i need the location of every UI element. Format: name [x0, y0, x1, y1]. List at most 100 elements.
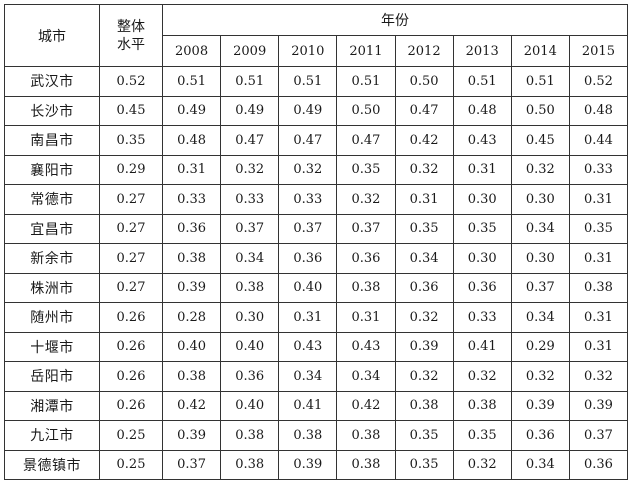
- year-value-cell: 0.42: [336, 390, 396, 421]
- year-value-cell: 0.38: [336, 449, 396, 480]
- overall-level-cell: 0.35: [99, 125, 163, 156]
- year-value-cell: 0.34: [278, 361, 338, 392]
- year-header-2010: 2010: [278, 35, 338, 67]
- city-name-cell: 常德市: [4, 184, 100, 215]
- city-name-cell: 景德镇市: [4, 449, 100, 480]
- year-value-cell: 0.51: [220, 66, 280, 97]
- year-value-cell: 0.51: [452, 66, 512, 97]
- city-name-cell: 南昌市: [4, 125, 100, 156]
- city-level-table: 城市 整体 水平 年份 2008 2009 2010 2011 2012 2013 2014…: [4, 4, 629, 480]
- year-value-cell: 0.49: [220, 95, 280, 126]
- year-value-cell: 0.38: [161, 243, 222, 274]
- table-row: 宜昌市 0.27 0.36 0.37 0.37 0.37 0.35 0.35 0.34 0.35: [4, 213, 629, 244]
- year-header-2015: 2015: [568, 35, 629, 67]
- year-value-cell: 0.29: [510, 331, 570, 362]
- year-header-2011: 2011: [336, 35, 396, 67]
- overall-level-cell: 0.27: [99, 272, 163, 303]
- year-value-cell: 0.30: [452, 243, 512, 274]
- overall-level-cell: 0.45: [99, 95, 163, 126]
- year-value-cell: 0.41: [278, 390, 338, 421]
- year-value-cell: 0.49: [278, 95, 338, 126]
- year-value-cell: 0.48: [568, 95, 629, 126]
- year-value-cell: 0.32: [510, 154, 570, 185]
- year-group-header: 年份: [162, 4, 628, 36]
- overall-level-cell: 0.26: [99, 331, 163, 362]
- year-value-cell: 0.33: [452, 302, 512, 333]
- overall-level-cell: 0.29: [99, 154, 163, 185]
- year-value-cell: 0.44: [568, 125, 629, 156]
- year-value-cell: 0.34: [510, 213, 570, 244]
- year-value-cell: 0.34: [220, 243, 280, 274]
- city-column-header: 城市: [4, 4, 100, 67]
- year-value-cell: 0.36: [278, 243, 338, 274]
- year-value-cell: 0.33: [568, 154, 629, 185]
- overall-level-cell: 0.25: [99, 449, 163, 480]
- year-value-cell: 0.38: [220, 420, 280, 451]
- year-value-cell: 0.32: [394, 361, 454, 392]
- table-row: 南昌市 0.35 0.48 0.47 0.47 0.47 0.42 0.43 0.45 0.44: [4, 125, 629, 156]
- year-value-cell: 0.32: [452, 361, 512, 392]
- year-header-2008: 2008: [161, 35, 222, 67]
- city-name-cell: 武汉市: [4, 66, 100, 97]
- year-value-cell: 0.31: [161, 154, 222, 185]
- year-value-cell: 0.51: [278, 66, 338, 97]
- year-value-cell: 0.31: [336, 302, 396, 333]
- year-value-cell: 0.36: [568, 449, 629, 480]
- year-value-cell: 0.38: [336, 272, 396, 303]
- year-value-cell: 0.37: [568, 420, 629, 451]
- city-name-cell: 宜昌市: [4, 213, 100, 244]
- table-row: 随州市 0.26 0.28 0.30 0.31 0.31 0.32 0.33 0.34 0.31: [4, 302, 629, 333]
- city-name-cell: 湘潭市: [4, 390, 100, 421]
- year-value-cell: 0.31: [568, 331, 629, 362]
- year-value-cell: 0.36: [161, 213, 222, 244]
- year-value-cell: 0.35: [394, 449, 454, 480]
- year-value-cell: 0.37: [161, 449, 222, 480]
- year-value-cell: 0.32: [394, 302, 454, 333]
- year-value-cell: 0.38: [452, 390, 512, 421]
- city-name-cell: 襄阳市: [4, 154, 100, 185]
- table-row: 常德市 0.27 0.33 0.33 0.33 0.32 0.31 0.30 0.30 0.31: [4, 184, 629, 215]
- year-value-cell: 0.39: [161, 420, 222, 451]
- year-value-cell: 0.32: [336, 184, 396, 215]
- year-value-cell: 0.38: [220, 272, 280, 303]
- year-value-cell: 0.39: [568, 390, 629, 421]
- year-value-cell: 0.34: [394, 243, 454, 274]
- year-value-cell: 0.31: [452, 154, 512, 185]
- table-row: 株洲市 0.27 0.39 0.38 0.40 0.38 0.36 0.36 0.37 0.38: [4, 272, 629, 303]
- year-value-cell: 0.36: [452, 272, 512, 303]
- year-value-cell: 0.42: [394, 125, 454, 156]
- city-name-cell: 九江市: [4, 420, 100, 451]
- year-value-cell: 0.37: [278, 213, 338, 244]
- year-value-cell: 0.43: [452, 125, 512, 156]
- year-value-cell: 0.33: [161, 184, 222, 215]
- year-value-cell: 0.32: [452, 449, 512, 480]
- table-body: 武汉市 0.52 0.51 0.51 0.51 0.51 0.50 0.51 0.51 0.52 长…: [4, 66, 629, 480]
- city-name-cell: 随州市: [4, 302, 100, 333]
- year-value-cell: 0.32: [394, 154, 454, 185]
- year-value-cell: 0.39: [161, 272, 222, 303]
- year-value-cell: 0.43: [278, 331, 338, 362]
- overall-level-column-header: 整体 水平: [99, 4, 163, 67]
- year-header-2012: 2012: [394, 35, 454, 67]
- year-value-cell: 0.36: [510, 420, 570, 451]
- year-value-cell: 0.47: [278, 125, 338, 156]
- overall-level-cell: 0.27: [99, 184, 163, 215]
- year-value-cell: 0.31: [568, 184, 629, 215]
- table-row: 湘潭市 0.26 0.42 0.40 0.41 0.42 0.38 0.38 0.39 0.39: [4, 390, 629, 421]
- city-name-cell: 十堰市: [4, 331, 100, 362]
- overall-header-line-1: 整体: [117, 18, 145, 35]
- year-value-cell: 0.36: [220, 361, 280, 392]
- year-value-cell: 0.30: [452, 184, 512, 215]
- year-value-cell: 0.35: [394, 213, 454, 244]
- year-value-cell: 0.38: [161, 361, 222, 392]
- year-value-cell: 0.35: [336, 154, 396, 185]
- year-value-cell: 0.49: [161, 95, 222, 126]
- year-value-cell: 0.42: [161, 390, 222, 421]
- year-value-cell: 0.34: [510, 449, 570, 480]
- table-row: 武汉市 0.52 0.51 0.51 0.51 0.51 0.50 0.51 0.51 0.52: [4, 66, 629, 97]
- year-value-cell: 0.34: [336, 361, 396, 392]
- table-row: 襄阳市 0.29 0.31 0.32 0.32 0.35 0.32 0.31 0.32 0.33: [4, 154, 629, 185]
- year-value-cell: 0.38: [394, 390, 454, 421]
- year-value-cell: 0.45: [510, 125, 570, 156]
- year-value-cell: 0.33: [220, 184, 280, 215]
